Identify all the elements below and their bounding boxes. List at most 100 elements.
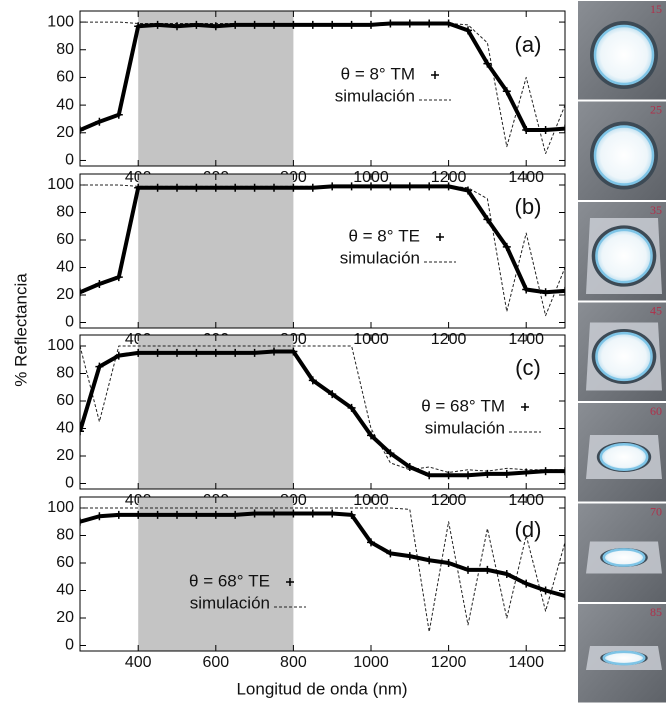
data-point	[114, 273, 123, 282]
highlight-band	[138, 335, 294, 489]
panel-label: (a)	[515, 32, 542, 57]
y-tick-label: 80	[56, 527, 74, 544]
data-point	[444, 19, 453, 28]
data-point	[522, 126, 531, 135]
y-tick-label: 60	[56, 392, 74, 409]
data-point	[522, 468, 531, 477]
data-point	[386, 19, 395, 28]
data-point	[134, 22, 143, 31]
data-point	[502, 242, 511, 251]
data-point	[192, 20, 201, 29]
data-point	[192, 183, 201, 192]
data-point	[425, 182, 434, 191]
data-point	[134, 348, 143, 357]
data-point	[444, 559, 453, 567]
data-point	[231, 348, 240, 357]
data-point	[80, 126, 84, 135]
y-tick-label: 0	[65, 314, 74, 331]
data-point	[483, 565, 492, 574]
data-point	[386, 449, 395, 458]
legend-swatch	[436, 233, 444, 241]
data-point	[386, 182, 395, 191]
legend-label: θ = 8° TE	[348, 226, 420, 245]
data-point	[405, 552, 414, 561]
data-point	[425, 19, 434, 28]
plot-clip	[80, 507, 565, 633]
photo-angle-label: 60	[650, 404, 662, 418]
legend-label: simulación	[340, 248, 420, 267]
data-point	[425, 471, 434, 480]
data-point	[522, 579, 531, 588]
y-tick-label: 60	[56, 231, 74, 248]
data-point	[270, 509, 278, 518]
y-tick-label: 40	[56, 582, 74, 599]
y-tick-label: 40	[56, 259, 74, 276]
plot-frame	[79, 496, 566, 652]
data-point	[328, 509, 337, 518]
data-point	[211, 22, 220, 31]
photo-angle-label: 85	[650, 605, 662, 619]
data-point	[250, 20, 259, 29]
plot-clip	[80, 19, 565, 155]
simulation-line	[80, 507, 565, 633]
data-point	[405, 19, 414, 28]
y-tick-label: 100	[47, 176, 74, 193]
panel-label: (d)	[515, 517, 542, 542]
data-point	[250, 509, 259, 518]
data-point	[444, 182, 453, 191]
y-tick-label: 40	[56, 96, 74, 113]
data-point	[483, 469, 492, 478]
data-point	[541, 126, 550, 135]
y-tick-label: 0	[65, 637, 74, 654]
data-point	[483, 215, 492, 224]
data-point	[95, 117, 104, 126]
data-point	[80, 288, 84, 297]
data-point	[250, 348, 259, 357]
photo-angle-label: 45	[650, 303, 662, 317]
data-point	[483, 59, 492, 68]
photo-angle-label: 35	[650, 203, 662, 217]
data-point	[367, 431, 375, 440]
data-point	[289, 183, 298, 192]
data-point	[250, 183, 259, 192]
sample-disc	[602, 548, 646, 567]
y-tick-label: 0	[65, 152, 74, 169]
data-point	[386, 549, 395, 558]
plot-frame	[79, 10, 566, 167]
legend-label: simulación	[190, 593, 270, 612]
data-point	[114, 351, 123, 360]
data-point	[231, 510, 240, 519]
plot-clip	[80, 345, 565, 480]
data-point	[561, 124, 565, 133]
sample-disc	[602, 650, 646, 666]
sample-disc	[595, 331, 653, 382]
y-tick-label: 80	[56, 41, 74, 58]
data-point	[561, 286, 565, 295]
x-tick-label: 1200	[431, 654, 467, 671]
data-point	[211, 348, 220, 357]
legend-label: simulación	[425, 418, 505, 437]
data-point	[405, 182, 414, 191]
data-point	[211, 510, 220, 519]
data-point	[270, 183, 278, 192]
plot-frame	[79, 173, 566, 329]
data-point	[347, 20, 356, 29]
data-point	[95, 280, 104, 288]
sample-disc	[593, 125, 655, 186]
y-tick-label: 60	[56, 554, 74, 571]
data-point	[464, 471, 472, 480]
data-point	[192, 348, 201, 357]
y-tick-label: 80	[56, 204, 74, 221]
photo-angle-label: 70	[650, 504, 662, 518]
panel-label: (b)	[515, 194, 542, 219]
sample-disc	[593, 24, 655, 86]
data-point	[95, 512, 104, 521]
data-point	[541, 467, 550, 476]
data-point	[367, 538, 375, 547]
data-point	[444, 471, 453, 480]
data-point	[347, 403, 356, 412]
x-tick-label: 1400	[508, 654, 544, 671]
data-point	[502, 87, 511, 96]
sample-disc	[595, 228, 653, 284]
